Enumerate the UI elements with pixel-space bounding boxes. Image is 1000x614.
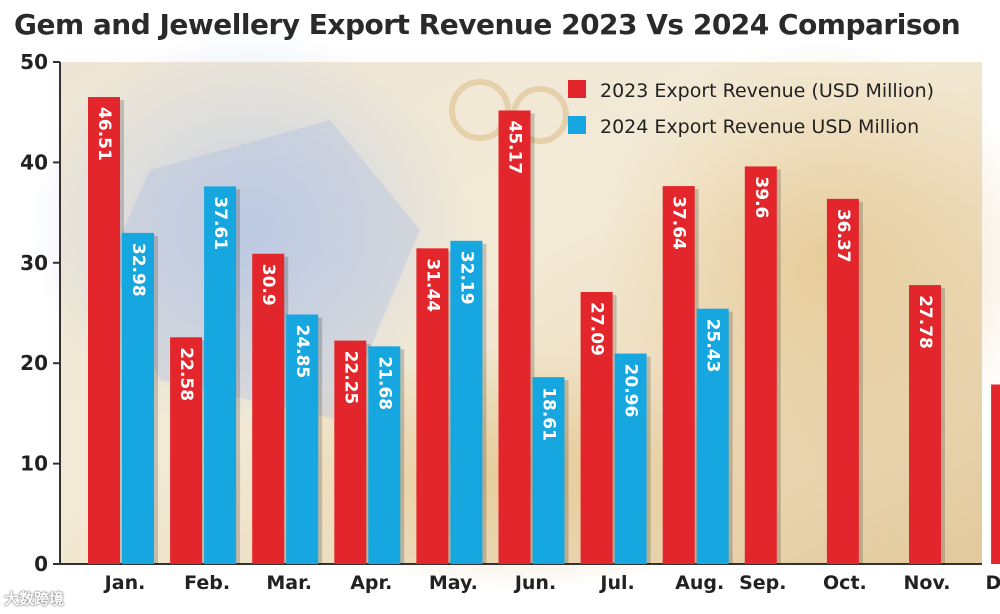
bar-2023-mar: [252, 253, 285, 564]
y-ticks: 0 10 20 30 40 50: [20, 50, 60, 576]
y-tick-label: 20: [20, 351, 48, 375]
bars: 46.51 32.98 22.58 37.61 30.9 24.85 22.25 21.68 3…: [88, 97, 1000, 565]
bar-value-label-2024: 21.68: [374, 356, 394, 410]
bar-value-label-2023: 31.44: [422, 258, 442, 312]
bar-value-label-2023: 30.9: [258, 264, 278, 306]
x-tick-label: Oct.: [823, 572, 867, 594]
y-tick-label: 10: [20, 452, 48, 476]
bar-2024-may: [450, 240, 483, 565]
bar-2023-jul: [580, 292, 613, 564]
x-tick-label: Apr.: [350, 572, 392, 594]
bar-value-label-2023: 22.58: [176, 347, 196, 401]
bar-2023-sep: [744, 166, 777, 564]
bar-value-label-2023: 22.25: [340, 351, 360, 405]
x-tick-label: Jul.: [598, 572, 634, 594]
bar-2023-apr: [334, 340, 367, 564]
bar-value-label-2023: 37.64: [669, 196, 689, 250]
bar-2023-feb: [170, 337, 203, 564]
bar-value-label-2023: 27.09: [587, 302, 607, 356]
bar-2023-aug: [662, 186, 695, 564]
bar-2023-dec: [991, 384, 1000, 564]
bar-2024-jan: [122, 232, 154, 564]
bar-2023-jun: [498, 110, 531, 565]
gold-ring: [449, 79, 511, 141]
legend: 2023 Export Revenue (USD Million) 2024 E…: [568, 80, 934, 138]
x-tick-label: Aug.: [675, 572, 724, 594]
bar-2024-jun: [532, 377, 565, 564]
bar-value-label-2024: 25.43: [703, 319, 723, 373]
x-tick-label: May.: [429, 572, 478, 594]
x-tick-label: Feb.: [184, 572, 230, 594]
bar-2024-apr: [368, 346, 401, 564]
bar-2023-jan: [88, 97, 120, 564]
bar-value-label-2023: 46.51: [94, 107, 114, 161]
y-tick-label: 0: [34, 552, 48, 576]
x-tick-label: Jun.: [513, 572, 556, 594]
legend-label-2024: 2024 Export Revenue USD Million: [600, 116, 919, 138]
x-tick-label: Sep.: [739, 572, 786, 594]
x-tick-label: Nov.: [903, 572, 950, 594]
bar-value-label-2024: 32.98: [128, 243, 148, 297]
bar-value-label-2024: 20.96: [621, 364, 641, 418]
bar-value-label-2024: 32.19: [456, 251, 476, 305]
bar-2024-feb: [204, 186, 237, 564]
watermark: 大数跨境: [4, 590, 65, 608]
bar-value-label-2023: 45.17: [505, 120, 525, 174]
x-tick-label: Jan.: [103, 572, 146, 594]
x-tick-label: Dec.: [986, 572, 1000, 594]
bar-value-label-2024: 18.61: [539, 387, 559, 441]
bar-value-label-2023: 17.88: [997, 394, 1000, 448]
legend-swatch-2023: [568, 80, 586, 98]
legend-label-2023: 2023 Export Revenue (USD Million): [600, 80, 934, 102]
x-tick-label: Mar.: [266, 572, 312, 594]
bar-value-label-2024: 24.85: [292, 325, 312, 379]
y-tick-label: 40: [20, 150, 48, 174]
bar-value-label-2023: 39.6: [751, 176, 771, 218]
bar-value-label-2023: 27.78: [915, 295, 935, 349]
chart-title: Gem and Jewellery Export Revenue 2023 Vs…: [14, 8, 961, 41]
bar-2023-oct: [826, 198, 859, 564]
bar-2024-jul: [614, 353, 647, 564]
legend-swatch-2024: [568, 116, 586, 134]
y-tick-label: 50: [20, 50, 48, 74]
bar-2023-may: [416, 248, 449, 564]
bar-value-label-2023: 36.37: [833, 209, 853, 263]
x-ticks: Jan. Feb. Mar. Apr. May. Jun. Jul. Aug. Sep. Oct.…: [103, 572, 1000, 594]
y-tick-label: 30: [20, 251, 48, 275]
bar-value-label-2024: 37.61: [210, 196, 230, 250]
bar-2024-aug: [696, 308, 729, 564]
bar-2024-mar: [286, 314, 319, 564]
bar-2023-nov: [909, 285, 941, 564]
